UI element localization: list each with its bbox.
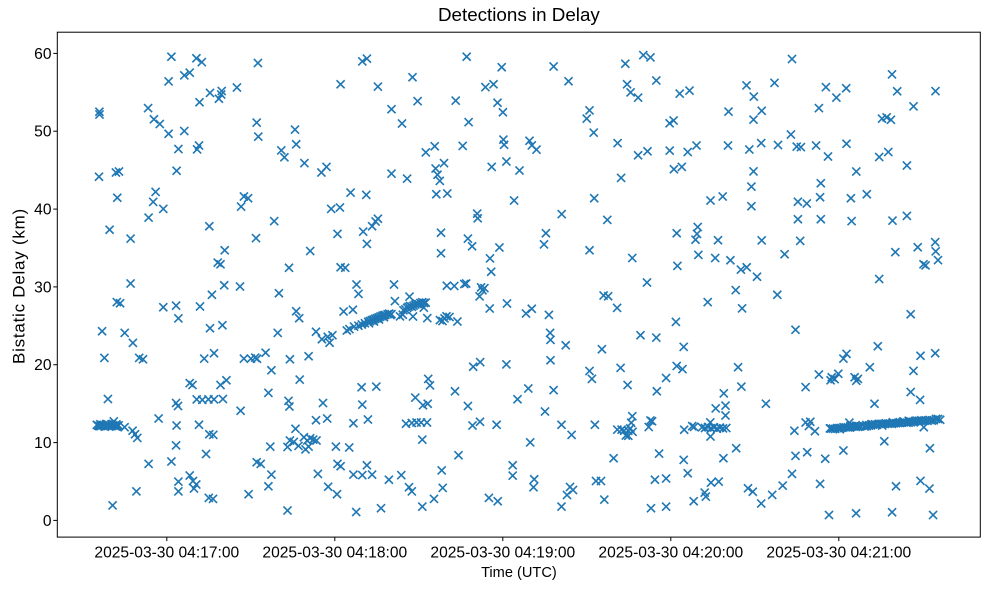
svg-text:0: 0 [43,513,52,530]
svg-text:Detections in Delay: Detections in Delay [438,4,600,25]
svg-text:60: 60 [34,46,52,63]
svg-text:2025-03-30 04:17:00: 2025-03-30 04:17:00 [94,545,239,562]
svg-text:2025-03-30 04:20:00: 2025-03-30 04:20:00 [598,545,743,562]
svg-text:10: 10 [34,435,52,452]
svg-text:20: 20 [34,357,52,374]
svg-text:40: 40 [34,202,52,219]
svg-text:Time (UTC): Time (UTC) [481,565,557,581]
svg-text:50: 50 [34,124,52,141]
svg-text:2025-03-30 04:19:00: 2025-03-30 04:19:00 [430,545,575,562]
svg-text:2025-03-30 04:21:00: 2025-03-30 04:21:00 [766,545,911,562]
svg-text:30: 30 [34,279,52,296]
svg-text:2025-03-30 04:18:00: 2025-03-30 04:18:00 [262,545,407,562]
svg-text:Bistatic Delay (km): Bistatic Delay (km) [10,208,29,364]
